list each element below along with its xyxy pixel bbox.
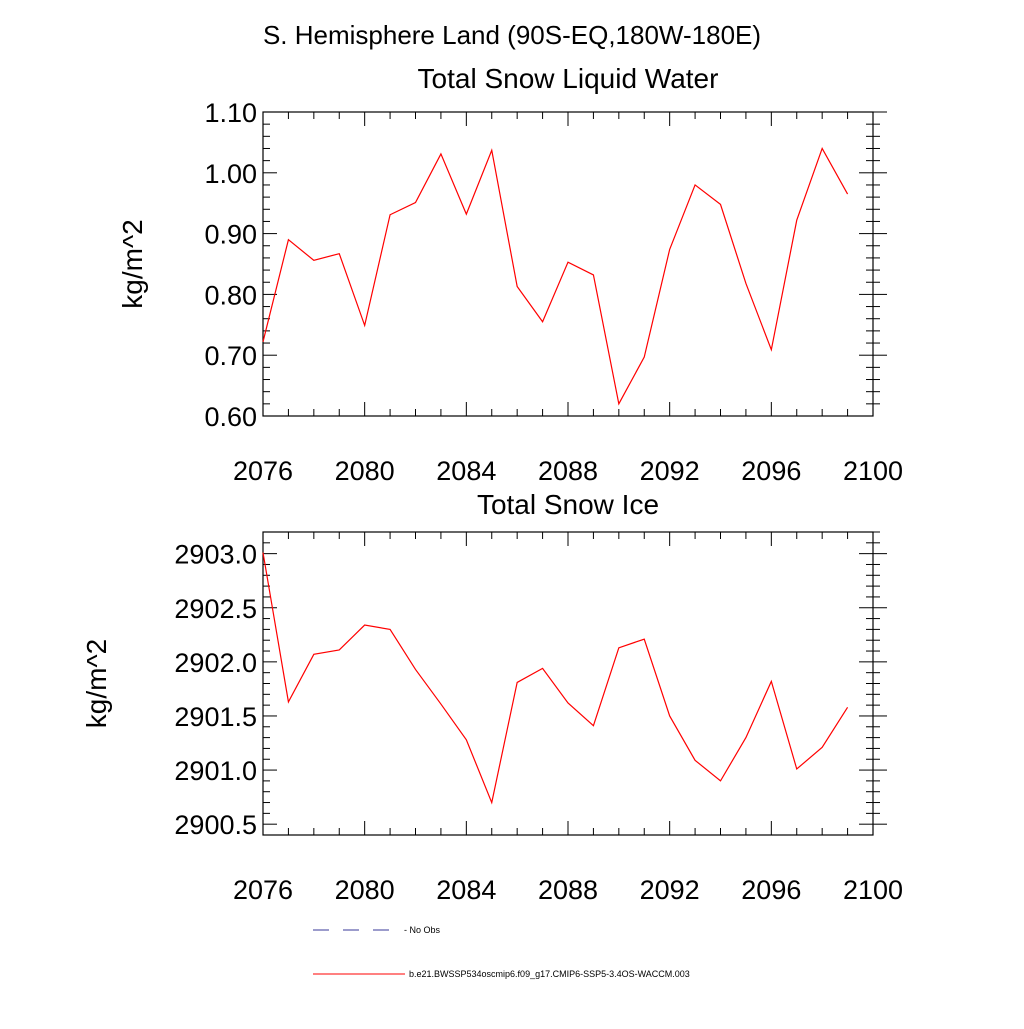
y-tick-label: 2902.5 — [174, 594, 257, 624]
y-tick-label: 2902.0 — [174, 648, 257, 678]
chart-title: Total Snow Liquid Water — [418, 63, 719, 94]
x-tick-label: 2096 — [741, 875, 801, 905]
chart-panel-2: Total Snow Ice 2076 2080 2084 2088 2092 2096 21… — [81, 489, 903, 905]
x-tick-label: 2100 — [843, 456, 903, 486]
chart-panel-1: Total Snow Liquid Water 2076 2080 2084 2088 2… — [117, 63, 903, 486]
x-tick-label: 2084 — [436, 875, 496, 905]
legend-item-no-obs: - No Obs — [313, 925, 441, 935]
x-tick-label: 2084 — [436, 456, 496, 486]
y-tick-label: 0.70 — [204, 341, 257, 371]
chart-title: Total Snow Ice — [477, 489, 659, 520]
y-tick-label: 1.00 — [204, 159, 257, 189]
x-tick-label: 2100 — [843, 875, 903, 905]
x-tick-label: 2080 — [335, 456, 395, 486]
x-tick-label: 2076 — [233, 875, 293, 905]
x-tick-label: 2076 — [233, 456, 293, 486]
legend-item-run: b.e21.BWSSP534oscmip6.f09_g17.CMIP6-SSP5… — [313, 969, 690, 979]
y-tick-label: 2900.5 — [174, 810, 257, 840]
y-axis-label: kg/m^2 — [81, 639, 112, 728]
plot-frame — [262, 111, 874, 417]
y-tick-label: 0.80 — [204, 280, 257, 310]
x-tick-label: 2092 — [640, 456, 700, 486]
y-tick-label: 0.60 — [204, 402, 257, 432]
y-tick-label: 0.90 — [204, 220, 257, 250]
x-tick-label: 2092 — [640, 875, 700, 905]
y-axis-label: kg/m^2 — [117, 219, 148, 308]
legend-label: b.e21.BWSSP534oscmip6.f09_g17.CMIP6-SSP5… — [409, 969, 690, 979]
x-tick-label: 2088 — [538, 456, 598, 486]
plot-frame — [262, 531, 874, 836]
y-tick-label: 1.10 — [204, 98, 257, 128]
y-tick-label: 2901.0 — [174, 756, 257, 786]
y-tick-label: 2903.0 — [174, 540, 257, 570]
main-title: S. Hemisphere Land (90S-EQ,180W-180E) — [263, 20, 761, 50]
legend: - No Obs b.e21.BWSSP534oscmip6.f09_g17.CM… — [313, 925, 690, 979]
legend-label: - No Obs — [404, 925, 441, 935]
x-tick-label: 2096 — [741, 456, 801, 486]
series-line-1 — [262, 147, 849, 406]
series-line-1 — [262, 552, 849, 805]
y-tick-label: 2901.5 — [174, 702, 257, 732]
chart-panels: Total Snow Liquid Water 2076 2080 2084 2088 2… — [81, 63, 903, 905]
x-tick-label: 2080 — [335, 875, 395, 905]
x-tick-label: 2088 — [538, 875, 598, 905]
